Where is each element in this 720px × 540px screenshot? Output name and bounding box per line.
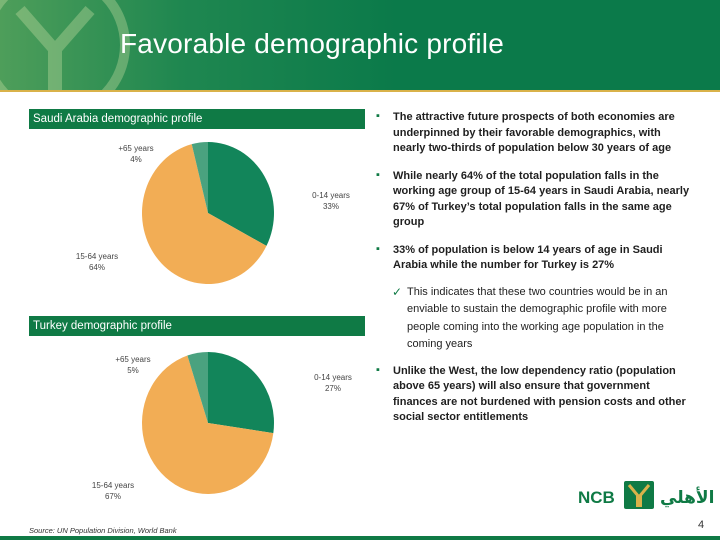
bullet-text: Unlike the West, the low dependency rati…	[393, 364, 686, 424]
turkey-label-65: +65 years 5%	[112, 354, 154, 376]
turkey-pie-chart	[142, 352, 274, 494]
saudi-slice-1	[142, 144, 267, 284]
square-bullet-icon: ▪	[376, 363, 380, 376]
saudi-label-0-14: 0-14 years 33%	[306, 190, 356, 212]
turkey-chart-heading: Turkey demographic profile	[29, 316, 365, 336]
bullet-list: ▪ The attractive future prospects of bot…	[376, 110, 696, 438]
bullet-text: The attractive future prospects of both …	[393, 111, 675, 154]
turkey-label-0-14: 0-14 years 27%	[308, 372, 358, 394]
header-gradient	[0, 0, 720, 90]
footer-line	[0, 536, 720, 540]
turkey-label-65-name: +65 years	[115, 355, 151, 364]
header-emblem-icon	[0, 0, 130, 90]
ncb-logo: NCB الأهلي	[578, 481, 714, 509]
sub-bullet-text: This indicates that these two countries …	[407, 285, 668, 351]
turkey-label-0-14-pct: 27%	[324, 384, 341, 393]
saudi-label-65-pct: 4%	[130, 155, 142, 164]
turkey-label-15-64-pct: 67%	[104, 492, 121, 501]
header-white-stripe	[0, 92, 720, 94]
turkey-slice-0	[208, 352, 274, 434]
saudi-label-15-64-pct: 64%	[88, 263, 105, 272]
turkey-slice-2	[187, 352, 208, 423]
saudi-label-0-14-name: 0-14 years	[312, 191, 350, 200]
bullet-text: While nearly 64% of the total population…	[393, 169, 690, 229]
logo-arabic-text: الأهلي	[660, 487, 714, 508]
square-bullet-icon: ▪	[376, 110, 380, 122]
turkey-label-15-64-name: 15-64 years	[91, 481, 135, 490]
saudi-label-15-64: 15-64 years 64%	[72, 251, 122, 273]
square-bullet-icon: ▪	[376, 242, 380, 255]
saudi-label-0-14-pct: 33%	[322, 202, 339, 211]
page-title: Favorable demographic profile	[120, 28, 505, 59]
saudi-slice-2	[191, 142, 208, 213]
saudi-label-65-name: +65 years	[118, 144, 154, 153]
saudi-label-65: +65 years 4%	[116, 143, 156, 165]
logo-emblem-icon	[624, 481, 654, 509]
bullet-text: 33% of population is below 14 years of a…	[393, 243, 663, 272]
turkey-label-15-64: 15-64 years 67%	[88, 480, 138, 502]
saudi-pie-chart	[142, 142, 274, 284]
saudi-slice-0	[208, 142, 274, 246]
turkey-label-0-14-name: 0-14 years	[314, 373, 352, 382]
square-bullet-icon: ▪	[376, 168, 380, 181]
header-banner: Favorable demographic profile	[0, 0, 720, 90]
page-number: 4	[698, 519, 705, 531]
turkey-label-65-pct: 5%	[127, 366, 139, 375]
bullet-item: ▪ Unlike the West, the low dependency ra…	[376, 364, 696, 426]
saudi-label-15-64-name: 15-64 years	[75, 252, 119, 261]
bullet-item: ▪ The attractive future prospects of bot…	[376, 110, 696, 157]
bullet-item: ▪ While nearly 64% of the total populati…	[376, 169, 696, 231]
turkey-slice-1	[142, 355, 274, 494]
checkmark-icon: ✓	[392, 284, 403, 299]
logo-latin-text: NCB	[578, 488, 615, 507]
source-note: Source: UN Population Division, World Ba…	[29, 526, 177, 535]
saudi-chart-heading: Saudi Arabia demographic profile	[29, 109, 365, 129]
header-gold-stripe	[0, 90, 720, 92]
sub-bullet-item: ✓ This indicates that these two countrie…	[376, 284, 696, 354]
bullet-item: ▪ 33% of population is below 14 years of…	[376, 243, 696, 274]
